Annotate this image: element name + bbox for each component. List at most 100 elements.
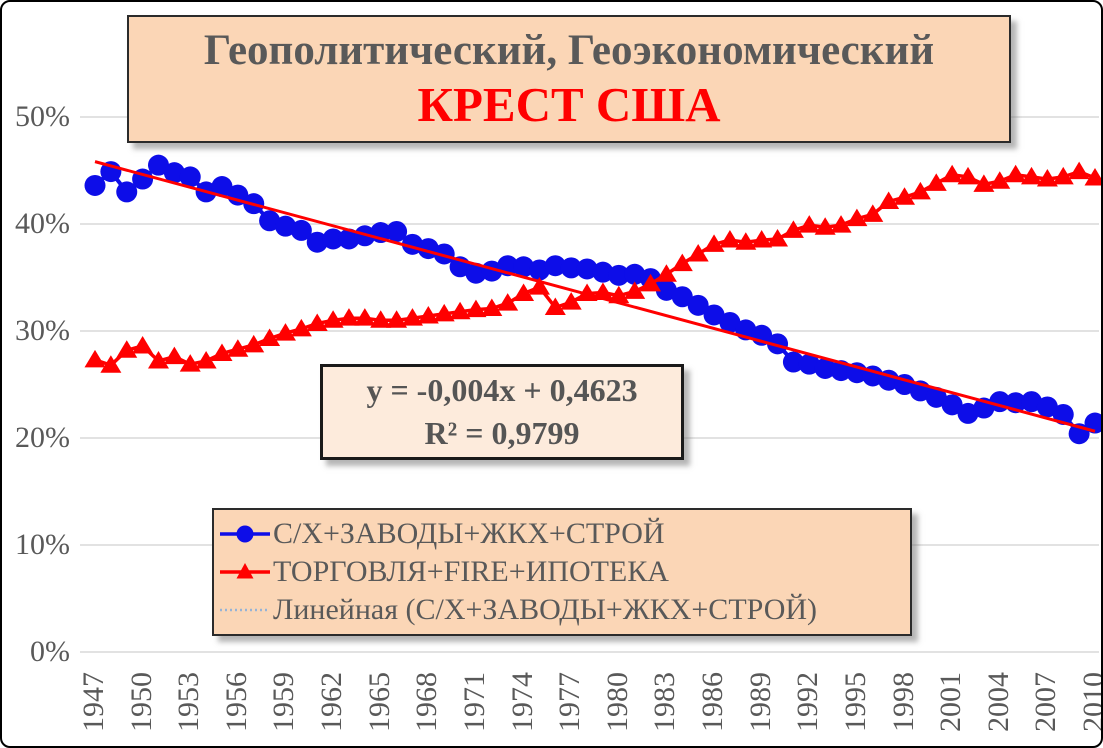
red-series-point — [925, 173, 947, 191]
red-series-point — [497, 293, 519, 311]
red-series-point — [957, 166, 979, 185]
blue-series-point — [116, 181, 138, 203]
red-series-point — [592, 282, 614, 300]
blue-series-point — [687, 294, 709, 316]
chart-title-line1: Геополитический, Геоэкономический — [203, 27, 935, 75]
blue-series-point — [560, 257, 582, 279]
red-series-point — [354, 308, 376, 326]
red-series-point — [846, 208, 868, 227]
x-axis-tick-label: 1959 — [267, 672, 301, 732]
legend-item-label: С/Х+ЗАВОДЫ+ЖКХ+СТРОЙ — [273, 517, 665, 550]
x-axis-tick-label: 1971 — [457, 672, 491, 732]
legend-box: С/Х+ЗАВОДЫ+ЖКХ+СТРОЙ ТОРГОВЛЯ+FIRE+ИПОТЕК… — [212, 508, 912, 636]
red-series-point — [401, 308, 423, 326]
blue-series-point — [513, 256, 535, 278]
red-series-point — [909, 181, 931, 200]
red-series-point — [989, 171, 1011, 189]
red-series-point — [751, 230, 773, 248]
x-axis-tick-label: 1956 — [219, 672, 253, 732]
x-axis-tick-label: 1974 — [505, 672, 539, 732]
red-series-point — [560, 292, 582, 310]
y-axis-tick-label: 40% — [15, 207, 70, 240]
red-series-point — [544, 297, 566, 315]
chart-title-box: Геополитический, Геоэкономический КРЕСТ … — [127, 15, 1011, 143]
red-series-point — [259, 328, 281, 346]
blue-series-point — [290, 219, 312, 241]
blue-series-point — [433, 243, 455, 265]
red-series-point — [973, 174, 995, 192]
red-series-point — [147, 350, 169, 369]
x-axis-tick-label: 2010 — [1076, 672, 1103, 732]
blue-series-point — [147, 154, 169, 176]
red-series-point — [894, 187, 916, 205]
legend-item: С/Х+ЗАВОДЫ+ЖКХ+СТРОЙ — [219, 519, 908, 549]
blue-series-point — [957, 402, 979, 424]
blue-series-point — [163, 162, 185, 184]
blue-series-point — [592, 261, 614, 283]
x-axis-tick-label: 1989 — [743, 672, 777, 732]
blue-series-point — [306, 231, 328, 253]
blue-series-point — [703, 304, 725, 326]
x-axis-tick-label: 2001 — [934, 672, 968, 732]
blue-series-point — [338, 228, 360, 250]
blue-series-point — [259, 210, 281, 232]
red-series-point — [433, 303, 455, 322]
chart-title-line2: КРЕСТ США — [417, 76, 721, 132]
red-series-point — [687, 243, 709, 262]
red-series-point — [322, 310, 344, 328]
red-series-point — [481, 298, 503, 317]
blue-series-point — [544, 255, 566, 277]
red-series-point — [243, 334, 265, 353]
legend-dotted-line-icon — [219, 597, 271, 623]
blue-series-point — [767, 333, 789, 355]
red-series-point — [84, 349, 106, 368]
y-axis-tick-label: 10% — [15, 528, 70, 561]
x-axis-tick-label: 1977 — [553, 672, 587, 732]
red-series-point — [417, 306, 439, 324]
red-series-point — [513, 283, 535, 302]
x-axis-tick-label: 1950 — [124, 672, 158, 732]
red-series-point — [100, 355, 122, 373]
legend-item: ТОРГОВЛЯ+FIRE+ИПОТЕКА — [219, 557, 908, 587]
red-series-point — [640, 273, 662, 292]
blue-series-point — [655, 279, 677, 301]
y-axis-tick-label: 50% — [15, 100, 70, 133]
y-axis-tick-label: 0% — [30, 635, 70, 668]
x-axis-tick-label: 1980 — [600, 672, 634, 732]
red-series-point — [179, 354, 201, 372]
blue-series-point — [274, 215, 296, 237]
red-series-point — [163, 346, 185, 365]
blue-series-point — [1021, 391, 1043, 413]
red-series-point — [132, 335, 154, 354]
red-series-point — [195, 350, 217, 369]
x-axis-tick-label: 1947 — [77, 672, 110, 732]
red-series-point — [608, 285, 630, 304]
red-series-point — [386, 310, 408, 328]
x-axis-tick-label: 1962 — [315, 672, 349, 732]
red-series-point — [274, 323, 296, 341]
red-series-point — [878, 191, 900, 210]
blue-series-point — [719, 311, 741, 333]
red-series-point — [227, 339, 249, 357]
blue-series-point — [941, 394, 963, 416]
blue-series-point — [1036, 396, 1058, 418]
red-series-point — [814, 217, 836, 235]
red-series-point — [211, 343, 233, 361]
red-series-point — [1036, 169, 1058, 187]
trendline-r-squared-text: R² = 0,9799 — [424, 415, 580, 451]
legend-circle-marker-icon — [219, 521, 271, 547]
blue-series-point — [624, 263, 646, 285]
red-series-point — [735, 232, 757, 250]
blue-series-point — [528, 259, 550, 281]
trendline-equation-text: y = -0,004x + 0,4623 — [366, 371, 638, 408]
red-series-point — [941, 164, 963, 183]
red-series-point — [338, 308, 360, 326]
x-axis-tick-label: 1986 — [696, 672, 730, 732]
legend-triangle-marker-icon — [219, 559, 271, 585]
red-series-point — [798, 215, 820, 233]
red-series-point — [830, 215, 852, 233]
red-series-point — [116, 340, 138, 358]
red-series-point — [1052, 166, 1074, 185]
blue-series-point — [1052, 403, 1074, 425]
red-series-point — [1084, 167, 1101, 186]
